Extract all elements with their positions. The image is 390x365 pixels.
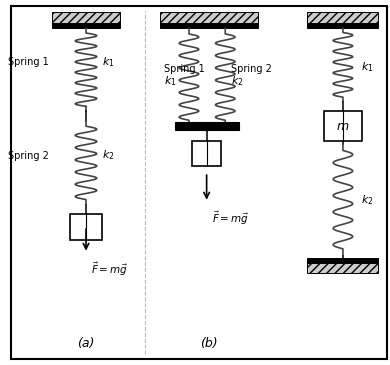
Text: $k_2$: $k_2$ [231, 74, 244, 88]
Bar [70, 214, 102, 240]
Text: (b): (b) [200, 337, 217, 350]
Bar [307, 258, 378, 264]
Bar [52, 12, 121, 23]
Text: $k_1$: $k_1$ [102, 55, 114, 69]
Bar [307, 264, 378, 273]
Text: $k_2$: $k_2$ [102, 149, 114, 162]
Bar [160, 23, 258, 28]
Text: $k_2$: $k_2$ [361, 193, 373, 207]
Text: $\vec{F} = m\vec{g}$: $\vec{F} = m\vec{g}$ [211, 210, 248, 227]
Bar [307, 12, 378, 23]
Text: Spring 1: Spring 1 [8, 57, 49, 68]
Bar [52, 23, 121, 28]
Bar [175, 122, 239, 130]
Text: $\vec{F} = m\vec{g}$: $\vec{F} = m\vec{g}$ [91, 261, 128, 278]
Text: Spring 1: Spring 1 [165, 64, 205, 74]
Bar [324, 111, 362, 141]
Text: $m$: $m$ [336, 120, 349, 132]
Text: Spring 2: Spring 2 [231, 64, 272, 74]
Text: $k_1$: $k_1$ [361, 60, 373, 74]
Bar [160, 12, 258, 23]
Text: (a): (a) [77, 337, 95, 350]
Bar [307, 23, 378, 28]
Text: $k_1$: $k_1$ [165, 74, 177, 88]
Text: Spring 2: Spring 2 [8, 150, 49, 161]
Bar [192, 141, 222, 166]
